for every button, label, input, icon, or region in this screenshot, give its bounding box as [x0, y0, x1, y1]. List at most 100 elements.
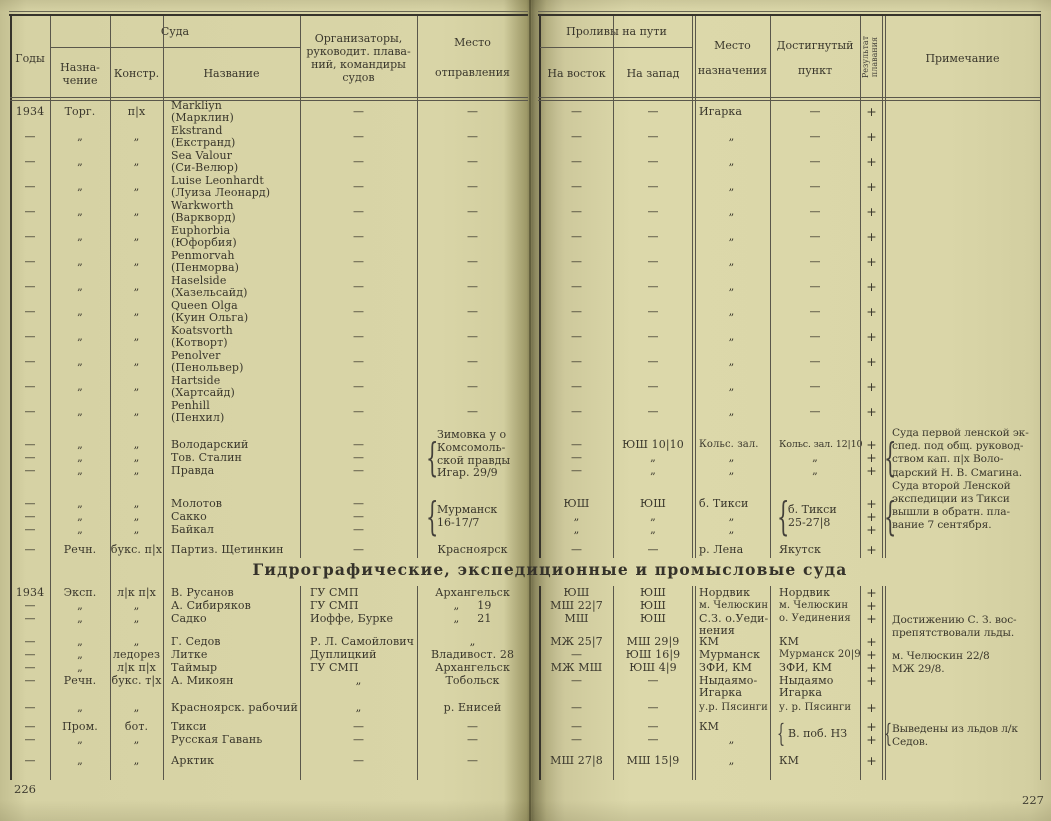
table-cell: МШ 15|9 — [626, 754, 680, 768]
table-cell: „ — [133, 523, 140, 537]
table-cell: — — [809, 180, 821, 194]
table-cell: Архангельск — [435, 661, 510, 675]
table-cell: + — [866, 104, 877, 120]
table-cell: — — [466, 754, 479, 768]
table-cell: — — [352, 510, 365, 524]
header-years: Годы — [15, 51, 45, 65]
table-cell: „ — [133, 510, 140, 524]
table-cell: „ — [133, 635, 140, 649]
header-destination: Место назначения — [697, 39, 768, 77]
table-cell: + — [866, 611, 877, 627]
table-cell: букс. п|х — [110, 543, 163, 557]
table-grid-line — [692, 586, 693, 780]
group-brace: { — [777, 495, 790, 540]
table-cell: — — [647, 701, 659, 715]
page-number-left: 226 — [14, 782, 36, 796]
table-cell: — — [570, 205, 583, 219]
section-heading: Гидрографические, экспедиционные и промы… — [252, 560, 848, 579]
table-cell: п|х — [127, 105, 146, 119]
table-cell: — — [24, 405, 36, 419]
table-cell: Русская Гавань — [171, 733, 263, 747]
table-grid-line — [300, 14, 301, 558]
table-cell: + — [866, 379, 877, 395]
table-cell: + — [866, 732, 877, 748]
table-cell: 1934 — [15, 105, 45, 119]
table-cell: Ныдаямо Игарка — [779, 674, 834, 700]
table-cell: — — [352, 754, 365, 768]
table-cell: — — [24, 464, 36, 478]
table-cell: „ — [77, 380, 83, 394]
table-cell: ЮШ — [640, 612, 666, 626]
table-grid-line — [692, 14, 693, 558]
table-cell: — — [352, 280, 365, 294]
table-cell: — — [352, 155, 365, 169]
header-name: Название — [203, 67, 260, 80]
table-cell: МШ 27|8 — [550, 754, 603, 768]
table-cell: — — [809, 280, 821, 294]
table-cell: Р. Л. Самойлович — [310, 635, 415, 649]
table-cell: — — [24, 180, 36, 194]
table-cell: — — [24, 130, 36, 144]
table-cell: — — [647, 155, 659, 169]
table-cell: „ — [728, 464, 735, 478]
table-cell: — — [466, 105, 479, 119]
table-cell: „ — [133, 155, 140, 169]
table-cell: „ — [133, 305, 140, 319]
table-cell: — — [352, 255, 365, 269]
table-cell: Речн. — [63, 543, 97, 557]
table-grid-line — [417, 14, 418, 558]
table-cell: — — [570, 733, 583, 747]
table-cell: — — [24, 280, 36, 294]
table-cell: — — [809, 155, 821, 169]
table-cell: Игарка — [699, 105, 742, 119]
table-grid-line — [538, 14, 1041, 16]
table-cell: ледорез — [112, 648, 161, 662]
table-cell: А. Микоян — [171, 674, 234, 688]
table-cell: Markliyn (Марклин) — [171, 99, 234, 125]
table-cell: — — [647, 733, 659, 747]
table-cell: Sea Valour (Си-Велюр) — [171, 149, 239, 175]
table-cell: + — [866, 584, 877, 600]
table-cell: „ — [728, 510, 735, 524]
table-cell: — — [466, 255, 479, 269]
table-cell: о. Уединения — [779, 613, 851, 625]
table-cell: — — [466, 405, 479, 419]
group-brace: { — [426, 439, 438, 478]
table-cell: ЮШ — [563, 497, 590, 511]
table-cell: — — [24, 230, 36, 244]
table-cell: — — [466, 380, 479, 394]
table-cell: „ — [133, 497, 140, 511]
table-cell: — — [352, 130, 365, 144]
table-cell: „ — [77, 130, 83, 144]
table-cell: — — [24, 510, 36, 524]
brace-glyph: { — [884, 495, 897, 540]
table-cell: р. Енисей — [443, 701, 502, 715]
table-cell: — — [24, 355, 36, 369]
table-cell: „ — [812, 464, 818, 478]
table-cell: Красноярск. рабочий — [171, 701, 298, 715]
brace-glyph: { — [777, 495, 790, 540]
table-cell: — — [647, 130, 659, 144]
table-cell: + — [866, 154, 877, 170]
table-cell: Пром. — [62, 720, 98, 734]
table-cell: — — [809, 230, 821, 244]
table-cell: „ — [77, 180, 83, 194]
table-cell: „ — [133, 255, 140, 269]
table-cell: — — [352, 451, 365, 465]
table-grid-line — [9, 11, 528, 12]
table-cell: — — [809, 380, 821, 394]
table-cell: + — [866, 753, 877, 769]
table-cell: МШ 22|7 — [550, 599, 603, 613]
table-cell: — — [24, 255, 36, 269]
table-cell: „ — [469, 635, 476, 649]
table-cell: Hartside (Хартсайд) — [171, 374, 235, 400]
table-cell: Сакко — [171, 510, 207, 524]
table-cell: — — [570, 180, 583, 194]
table-cell: — — [570, 255, 583, 269]
table-cell: — — [647, 720, 659, 734]
table-grid-line — [860, 14, 861, 558]
table-cell: — — [24, 720, 36, 734]
table-cell: Мурманск 20|9 — [779, 649, 861, 661]
table-cell: „ — [77, 523, 83, 537]
table-cell: „ 21 — [453, 612, 492, 626]
